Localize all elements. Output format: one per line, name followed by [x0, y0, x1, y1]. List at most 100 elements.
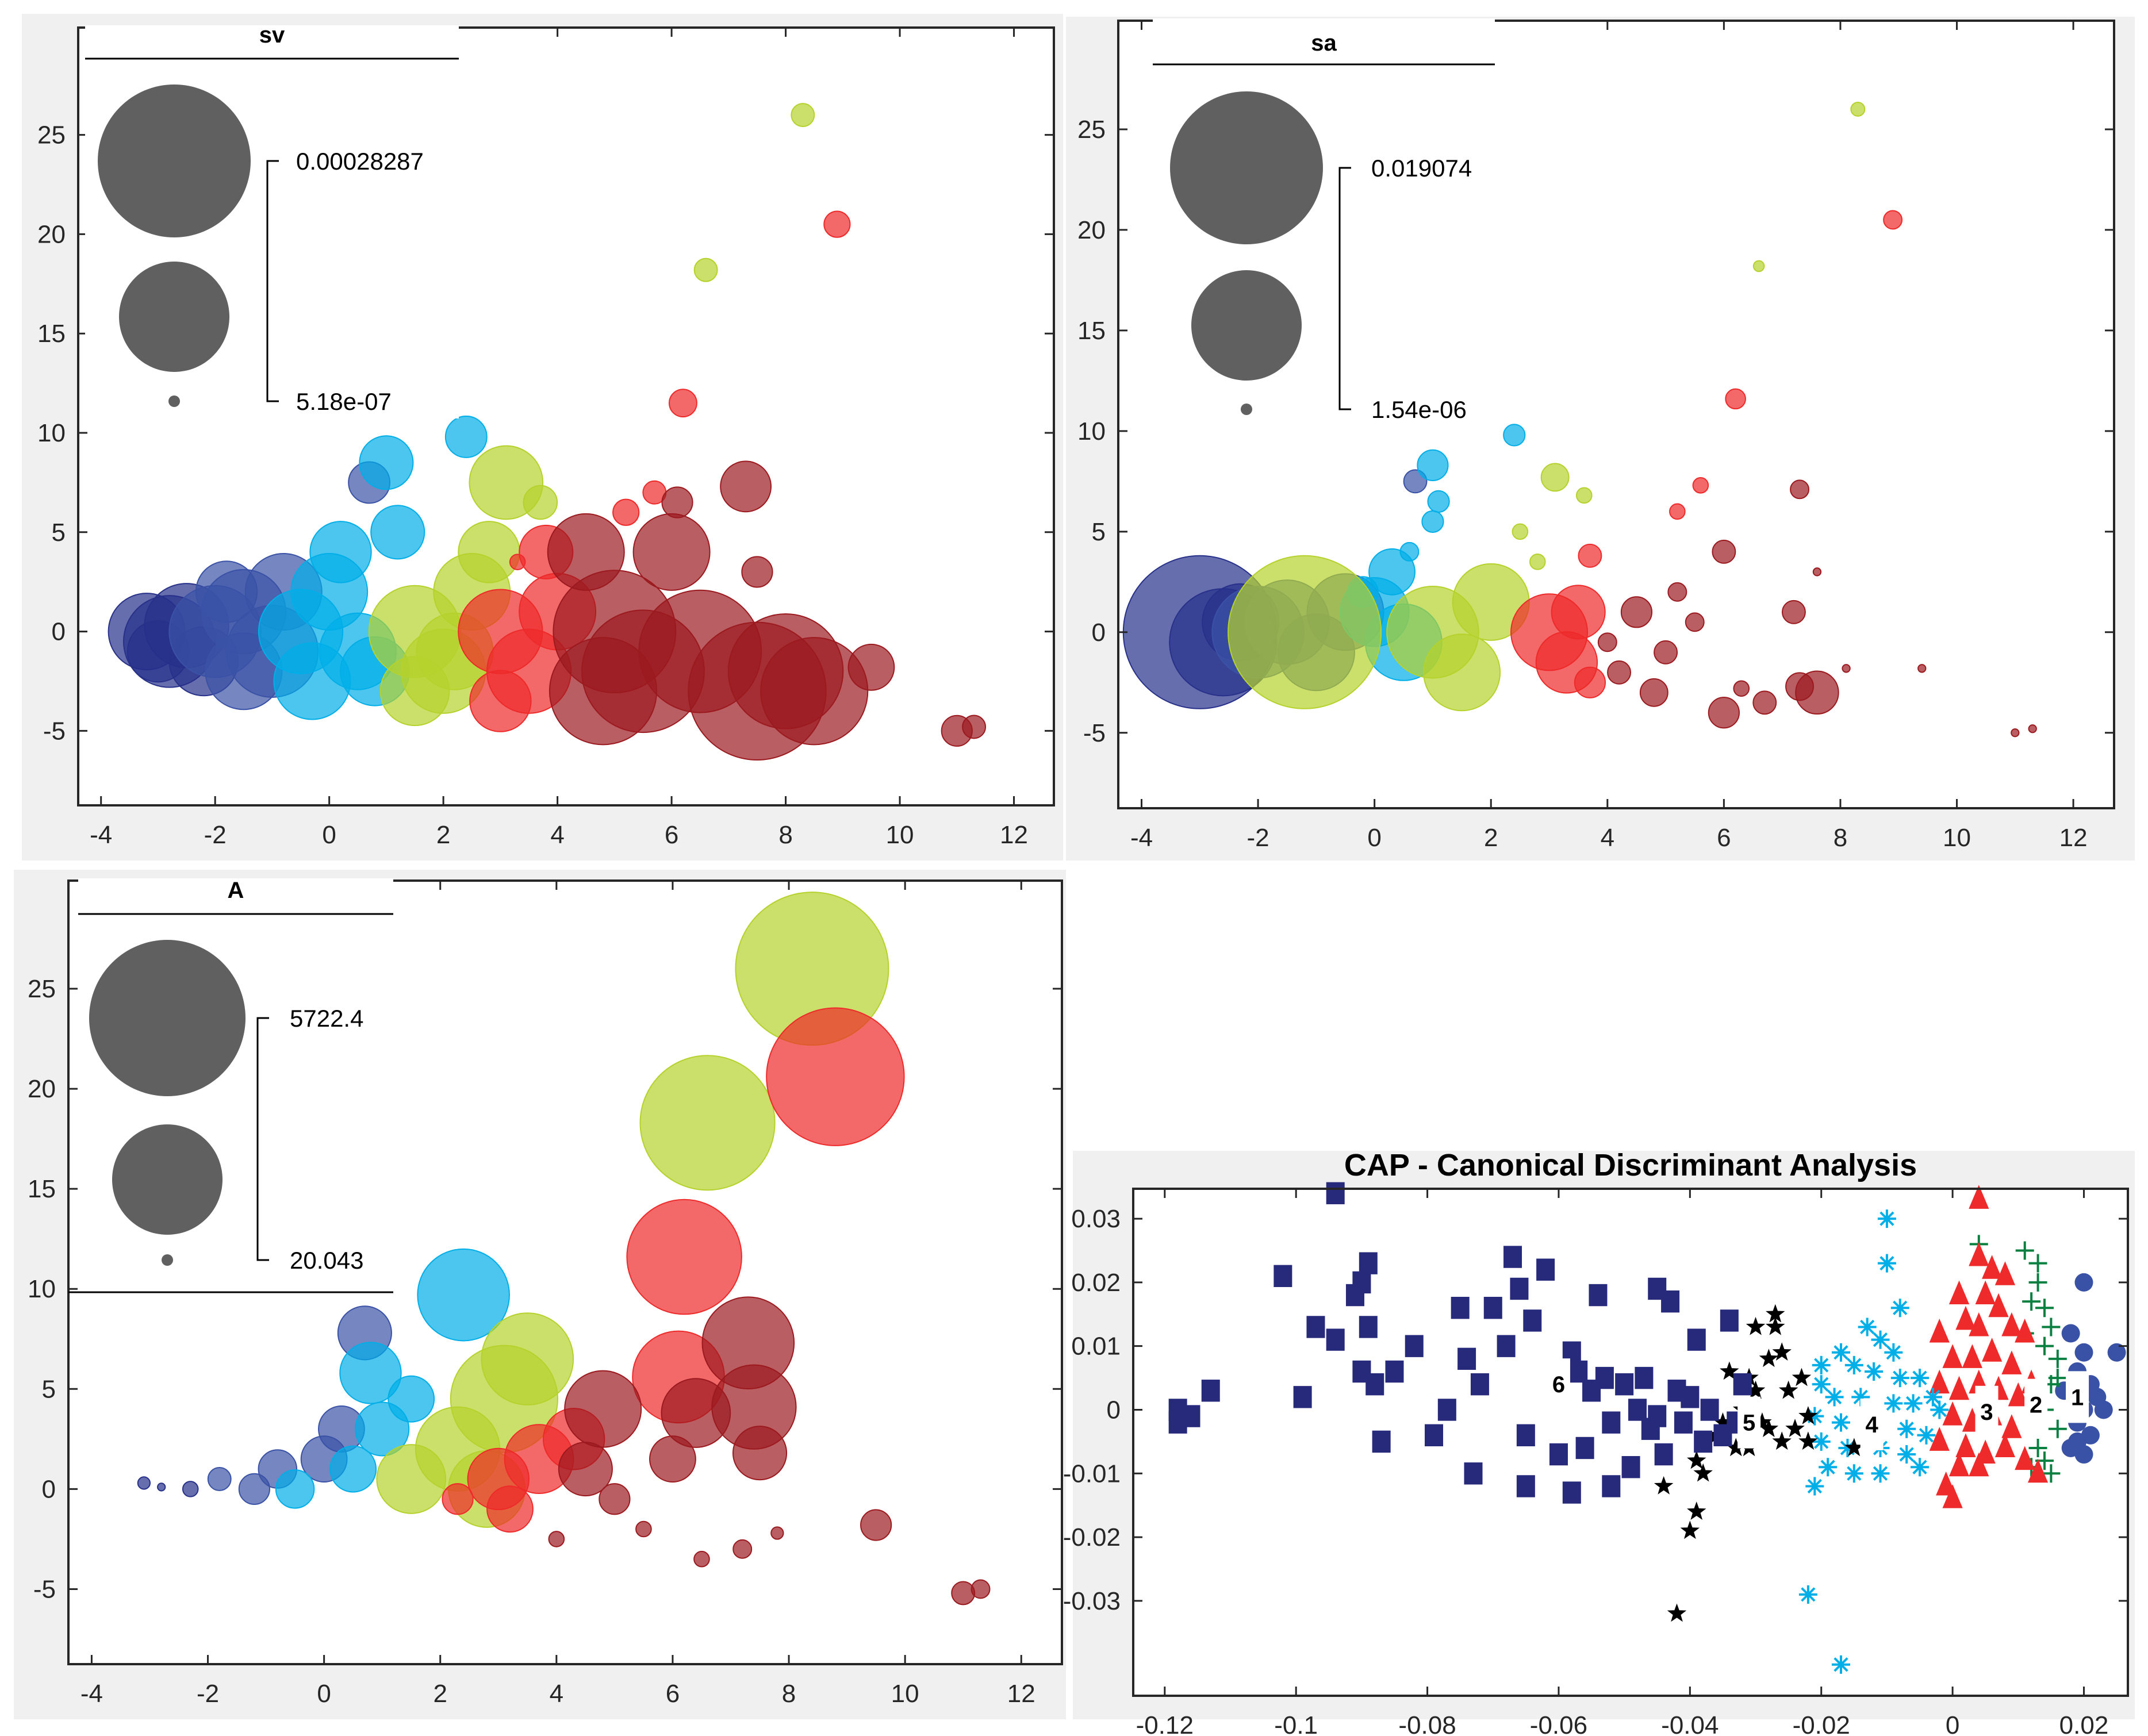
bubble-point [860, 1509, 892, 1541]
y-tick-label: 25 [28, 975, 56, 1003]
bubble-point [1512, 523, 1529, 540]
bubble-point [1417, 449, 1449, 481]
asterisk-marker [1904, 1394, 1923, 1413]
bubble-point [388, 1375, 435, 1423]
star-marker [1713, 1412, 1733, 1431]
bubble-point [1421, 510, 1444, 533]
circle-marker [2107, 1343, 2126, 1362]
square-marker [1326, 1328, 1345, 1351]
series-2 [168, 461, 391, 710]
square-marker [1470, 1373, 1489, 1396]
star-marker [1844, 1438, 1864, 1457]
legend-bubble-max [89, 940, 246, 1096]
bubble-point [599, 1483, 631, 1515]
y-tick-label: 0 [42, 1475, 56, 1503]
bubble-point [339, 1342, 402, 1404]
bubble-point [558, 1442, 613, 1497]
bubble-point [1669, 503, 1686, 520]
star-marker [1720, 1361, 1739, 1380]
plus-marker [2042, 1318, 2061, 1336]
x-tick-label: 12 [1007, 1680, 1035, 1708]
asterisk-marker [1865, 1362, 1884, 1381]
square-marker [1654, 1443, 1673, 1466]
x-tick-label: -0.04 [1661, 1711, 1719, 1736]
star-marker [1687, 1450, 1706, 1469]
x-tick-label: 10 [1943, 824, 1971, 852]
bubble-point [417, 1248, 510, 1342]
x-tick-label: 0 [322, 821, 336, 849]
triangle-marker [2001, 1312, 2022, 1336]
legend-title: sv [259, 22, 285, 48]
asterisk-marker [1871, 1464, 1890, 1483]
chart-panel-2: -4 -2 0 2 4 6 8 10 12 -5 0 5 10 15 20 25 sa 0.019074 1.54e… [1066, 17, 2135, 861]
series-5 [458, 210, 851, 732]
bubble-point [359, 435, 414, 490]
star-marker [1798, 1431, 1818, 1450]
asterisk-marker [1812, 1355, 1831, 1374]
asterisk-marker [1923, 1388, 1942, 1407]
asterisk-marker [1884, 1343, 1903, 1362]
square-marker [1182, 1405, 1200, 1427]
bubble-point [182, 1481, 199, 1497]
plus-marker [2048, 1369, 2067, 1388]
bubble-point [1423, 633, 1501, 712]
legend-bracket [256, 1017, 269, 1261]
bubble-point [1752, 260, 1765, 272]
x-tick-label: -0.02 [1793, 1711, 1850, 1736]
triangle-marker [1942, 1484, 1963, 1508]
bubble-point [1574, 666, 1606, 698]
legend-max-value: 0.00028287 [296, 148, 424, 175]
bubble-point [1228, 555, 1382, 709]
square-marker [1635, 1366, 1654, 1389]
square-marker [1628, 1399, 1647, 1421]
star-marker [1766, 1316, 1785, 1335]
legend-bracket [1338, 167, 1351, 410]
bubble-point [612, 498, 640, 526]
square-marker [1516, 1475, 1535, 1497]
y-tick-label: 20 [1077, 216, 1106, 244]
plus-marker [2015, 1241, 2034, 1260]
asterisk-marker [1911, 1369, 1930, 1388]
bubble-point [564, 1370, 642, 1448]
square-marker [1424, 1424, 1443, 1447]
bubble-point [766, 1007, 905, 1146]
legend-bubble-mid [112, 1124, 223, 1235]
x-tick-label: 2 [436, 821, 450, 849]
x-tick-label: 0 [1367, 824, 1381, 852]
y-tick-label: 0 [1107, 1396, 1121, 1424]
square-marker [1615, 1373, 1634, 1396]
series-6 [1168, 1182, 1752, 1504]
triangle-marker [2015, 1318, 2035, 1343]
bubble-point [548, 637, 658, 746]
legend-bubble-min [168, 395, 180, 407]
y-tick-label: 15 [37, 320, 66, 348]
square-marker [1497, 1335, 1516, 1357]
y-tick-label: -0.02 [1063, 1523, 1121, 1551]
legend-bracket [266, 160, 279, 402]
legend-bubble-min [162, 1254, 173, 1266]
series-6 [1597, 479, 2037, 738]
triangle-marker [1955, 1433, 1976, 1457]
size-legend: sv 0.00028287 5.18e-07 [85, 22, 459, 418]
bubble-point [469, 670, 532, 732]
plus-marker [2048, 1349, 2067, 1368]
x-tick-label: 0 [317, 1680, 331, 1708]
square-marker [1562, 1481, 1581, 1504]
bubble-point [1917, 664, 1927, 673]
bubble-point [791, 103, 815, 128]
legend-title: sa [1311, 30, 1337, 56]
bubble-point [157, 1482, 166, 1492]
star-marker [1772, 1431, 1792, 1450]
star-marker [1746, 1316, 1766, 1335]
y-tick-label: -5 [1083, 719, 1106, 747]
plus-marker [2028, 1273, 2047, 1292]
asterisk-marker [1884, 1394, 1903, 1413]
triangle-marker [2001, 1350, 2022, 1374]
circle-marker [2074, 1273, 2093, 1292]
star-marker [1766, 1304, 1785, 1323]
series-4 [1228, 102, 1866, 712]
triangle-marker [1948, 1452, 1970, 1477]
asterisk-marker [1897, 1419, 1916, 1438]
bubble-point [1551, 585, 1606, 640]
bubble-point [1725, 388, 1746, 410]
